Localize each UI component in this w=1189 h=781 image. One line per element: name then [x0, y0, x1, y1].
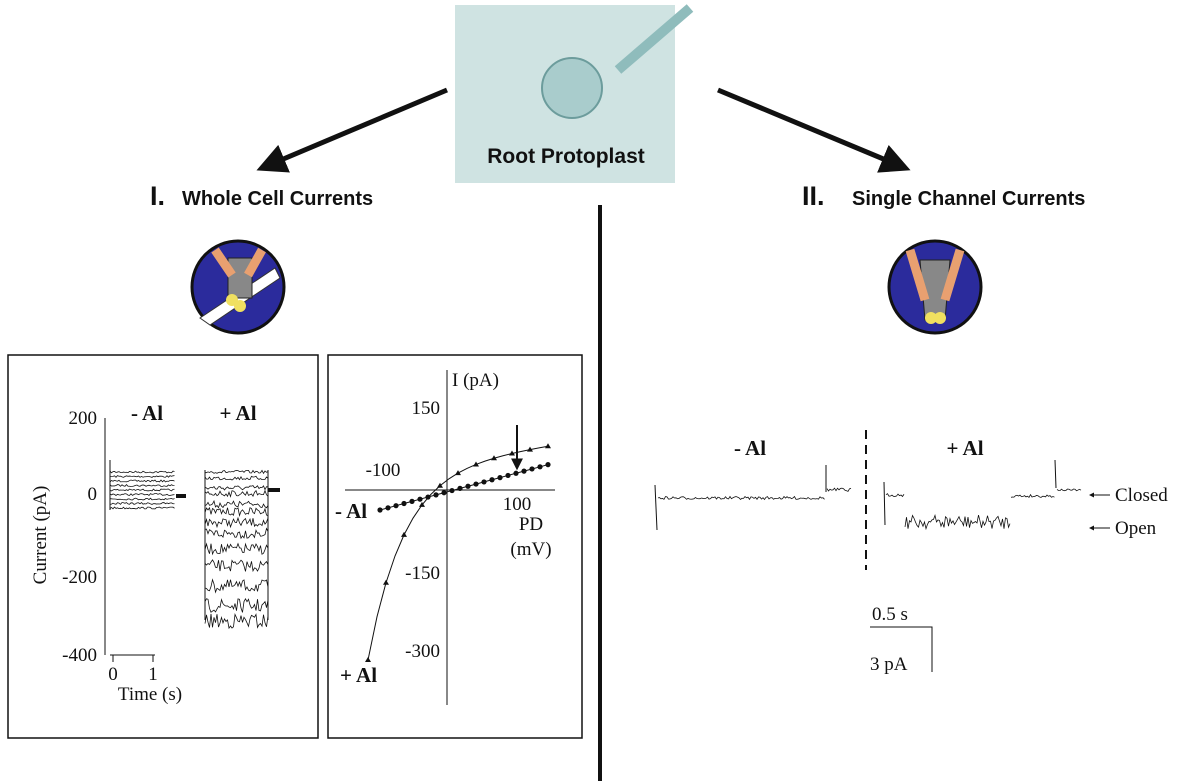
section-title: Single Channel Currents [852, 188, 1085, 210]
marker [481, 479, 486, 484]
trace [1011, 495, 1055, 498]
marker [401, 532, 407, 537]
trace [110, 494, 175, 496]
title: Root Protoplast [487, 145, 645, 168]
section-title: Whole Cell Currents [182, 188, 373, 210]
trace [205, 518, 268, 527]
marker [417, 497, 422, 502]
trace [205, 560, 268, 572]
marker [545, 443, 551, 448]
arrow [262, 90, 447, 168]
tick-label: 0 [88, 484, 98, 505]
label: 3 pA [870, 654, 908, 675]
label: - Al [335, 499, 367, 523]
label: 0.5 s [872, 604, 908, 625]
marker [489, 477, 494, 482]
numeral: I. [150, 181, 165, 211]
tick-label: 150 [412, 398, 441, 419]
tick-label: 1 [148, 664, 158, 685]
trace [110, 489, 175, 491]
trace [658, 497, 825, 500]
label: - Al [131, 401, 163, 425]
trace [205, 614, 268, 628]
marker [465, 484, 470, 489]
marker [383, 580, 389, 585]
trace [205, 470, 268, 473]
tick-label: -100 [366, 460, 401, 481]
label: Open [1115, 518, 1157, 539]
trace [110, 507, 175, 509]
trace [110, 503, 175, 505]
trace [886, 494, 904, 497]
tick-label: 200 [69, 408, 98, 429]
tick-label: -150 [405, 563, 440, 584]
marker [537, 464, 542, 469]
marker [409, 499, 414, 504]
marker [473, 481, 478, 486]
marker [513, 471, 518, 476]
trace [205, 529, 268, 539]
marker [455, 470, 461, 475]
marker [505, 473, 510, 478]
marker [377, 507, 382, 512]
marker [401, 501, 406, 506]
marker [365, 657, 371, 662]
trace [1055, 460, 1056, 488]
tick-label: 0 [108, 664, 118, 685]
tick-label: 100 [503, 494, 532, 515]
trace [205, 580, 268, 592]
trace [205, 544, 268, 555]
marker [497, 475, 502, 480]
protoplast [542, 58, 602, 118]
trace [205, 508, 268, 516]
axis-label: Current (pA) [30, 486, 51, 585]
marker [529, 466, 534, 471]
marker [425, 494, 430, 499]
axis-label: Time (s) [118, 684, 182, 705]
arrow [718, 90, 905, 168]
label: Closed [1115, 485, 1168, 506]
numeral: II. [802, 181, 825, 211]
marker [545, 462, 550, 467]
marker [433, 492, 438, 497]
marker [449, 488, 454, 493]
trace [205, 501, 268, 508]
axis-label: I (pA) [452, 370, 499, 391]
trace [1057, 489, 1081, 491]
trace [205, 486, 268, 490]
trace [655, 485, 657, 530]
trace [884, 482, 885, 525]
trace [110, 476, 175, 478]
whole-cell-icon [192, 241, 284, 333]
tick-label: -400 [62, 645, 97, 666]
tick-label: -200 [62, 567, 97, 588]
single-channel-icon [889, 241, 981, 333]
trace [205, 476, 268, 480]
trace [827, 488, 851, 491]
marker [441, 490, 446, 495]
label: - Al [734, 436, 766, 460]
trace [905, 515, 1010, 529]
marker [385, 505, 390, 510]
marker [393, 503, 398, 508]
trace [110, 471, 175, 473]
axis-label: PD [519, 514, 543, 535]
trace [110, 480, 175, 482]
axis-label: (mV) [510, 539, 551, 560]
trace [110, 498, 175, 500]
figure: Root Protoplast I. Whole Cell Currents I… [0, 0, 1189, 781]
label: + Al [219, 401, 256, 425]
label: + Al [340, 663, 377, 687]
trace [205, 599, 268, 613]
trace [205, 491, 268, 497]
trace [110, 485, 175, 487]
tick-label: -300 [405, 641, 440, 662]
marker [521, 469, 526, 474]
marker [457, 486, 462, 491]
label: + Al [946, 436, 983, 460]
